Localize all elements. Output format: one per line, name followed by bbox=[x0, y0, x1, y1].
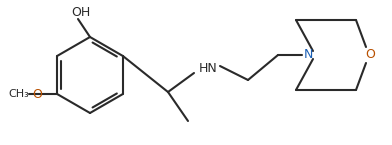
Text: OH: OH bbox=[71, 6, 91, 19]
Text: O: O bbox=[365, 48, 375, 61]
Text: HN: HN bbox=[199, 61, 218, 75]
Text: N: N bbox=[303, 48, 313, 61]
Text: O: O bbox=[32, 87, 42, 100]
Text: CH₃: CH₃ bbox=[9, 89, 29, 99]
